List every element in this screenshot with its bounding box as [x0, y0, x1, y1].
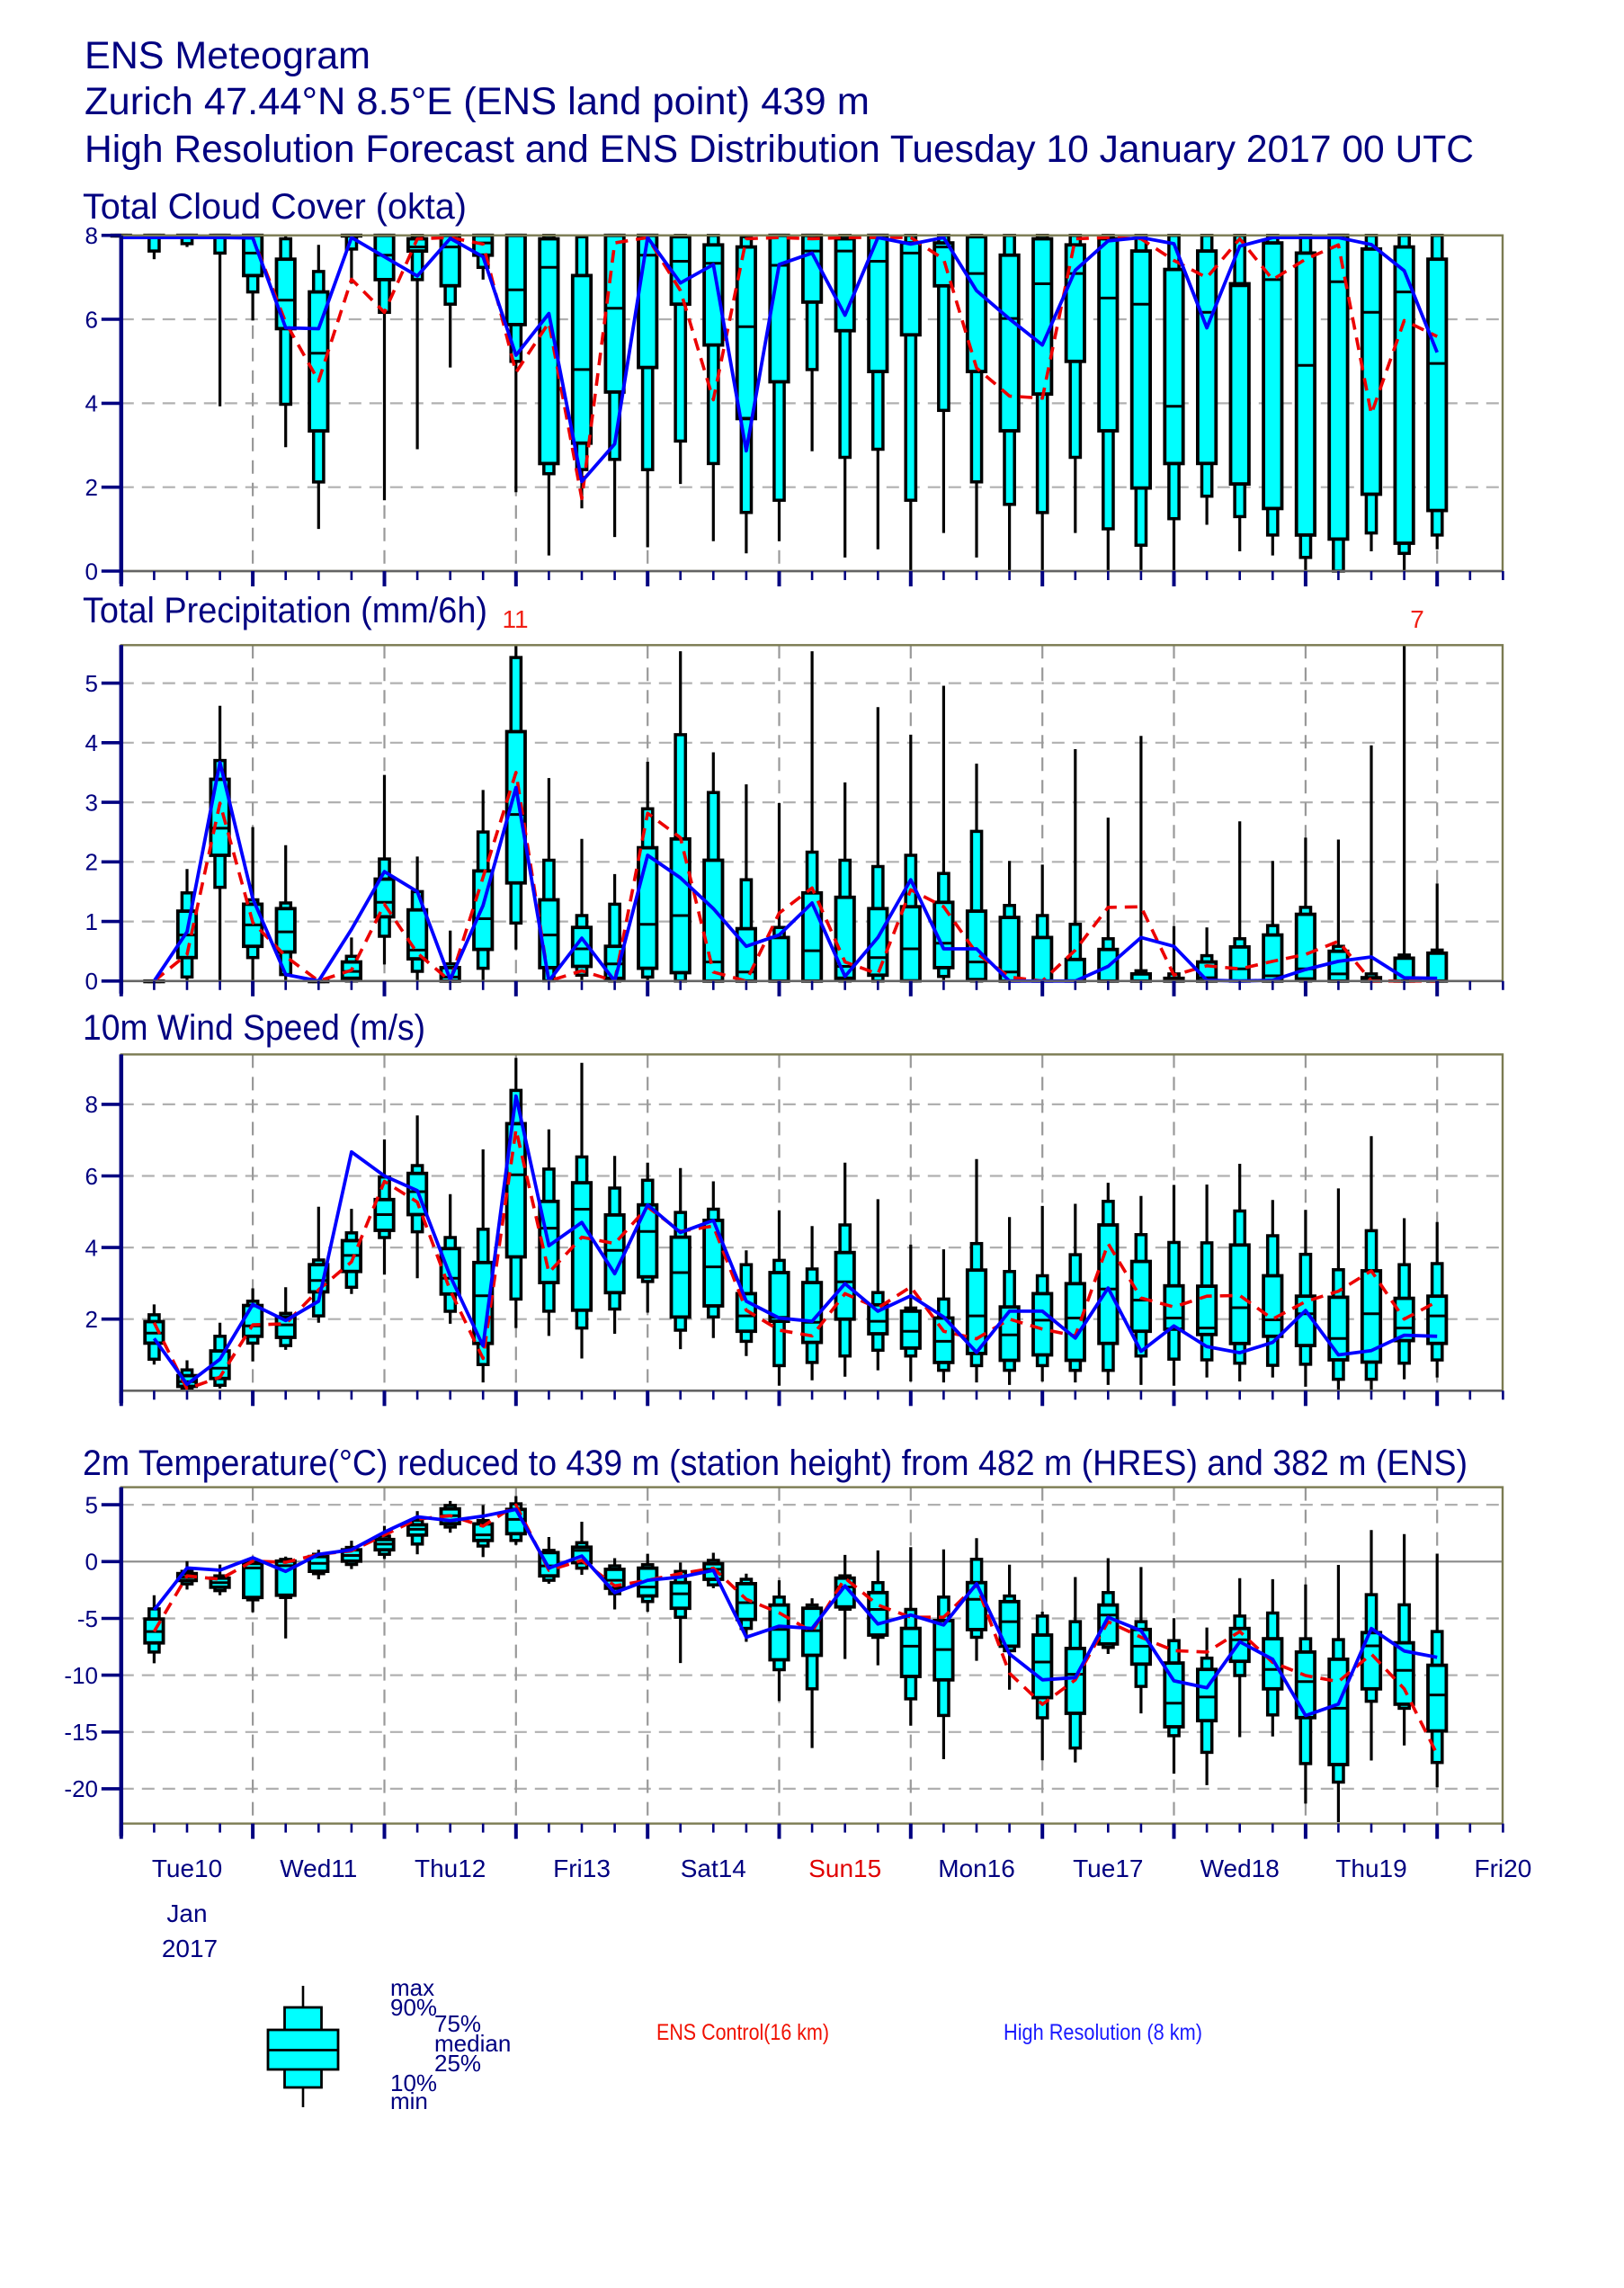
svg-text:ENS Meteogram: ENS Meteogram — [85, 34, 370, 77]
svg-text:max: max — [390, 1974, 434, 2001]
svg-text:75%: 75% — [434, 2010, 481, 2037]
svg-text:10m Wind Speed (m/s): 10m Wind Speed (m/s) — [83, 1008, 425, 1048]
svg-text:2: 2 — [85, 849, 98, 876]
svg-text:Zurich 47.44°N 8.5°E (ENS land: Zurich 47.44°N 8.5°E (ENS land point) 43… — [85, 80, 870, 123]
svg-text:Thu12: Thu12 — [415, 1855, 486, 1882]
svg-text:Total Precipitation (mm/6h): Total Precipitation (mm/6h) — [83, 591, 487, 630]
svg-text:5: 5 — [85, 1491, 98, 1518]
svg-text:6: 6 — [85, 306, 98, 333]
svg-text:5: 5 — [85, 670, 98, 697]
svg-text:-15: -15 — [64, 1719, 98, 1746]
svg-text:Sat14: Sat14 — [681, 1855, 746, 1882]
svg-text:11: 11 — [502, 605, 528, 633]
svg-text:Sun15: Sun15 — [808, 1855, 881, 1882]
svg-text:90%: 90% — [390, 1994, 437, 2021]
svg-text:median: median — [434, 2030, 511, 2057]
svg-text:4: 4 — [85, 390, 98, 417]
svg-text:4: 4 — [85, 1234, 98, 1261]
svg-text:-20: -20 — [64, 1775, 98, 1802]
svg-text:High Resolution (8 km): High Resolution (8 km) — [1004, 2020, 1202, 2045]
svg-text:4: 4 — [85, 729, 98, 756]
svg-text:Fri13: Fri13 — [553, 1855, 611, 1882]
svg-text:8: 8 — [85, 222, 98, 249]
svg-text:6: 6 — [85, 1163, 98, 1190]
svg-text:min: min — [390, 2087, 428, 2114]
svg-text:Tue17: Tue17 — [1073, 1855, 1143, 1882]
svg-text:Mon16: Mon16 — [938, 1855, 1015, 1882]
svg-text:Total Cloud Cover (okta): Total Cloud Cover (okta) — [83, 187, 467, 227]
svg-text:2m Temperature(°C) reduced to: 2m Temperature(°C) reduced to 439 m (sta… — [83, 1443, 1468, 1483]
svg-text:Tue10: Tue10 — [152, 1855, 222, 1882]
svg-text:Fri20: Fri20 — [1475, 1855, 1532, 1882]
svg-text:25%: 25% — [434, 2050, 481, 2077]
svg-text:0: 0 — [85, 1549, 98, 1576]
svg-text:2017: 2017 — [162, 1935, 218, 1962]
svg-text:8: 8 — [85, 1091, 98, 1118]
svg-text:Wed11: Wed11 — [280, 1855, 357, 1882]
svg-text:2: 2 — [85, 474, 98, 501]
svg-text:3: 3 — [85, 789, 98, 816]
svg-text:Jan: Jan — [166, 1899, 207, 1927]
svg-text:-5: -5 — [77, 1605, 98, 1632]
svg-text:1: 1 — [85, 908, 98, 935]
svg-text:2: 2 — [85, 1306, 98, 1333]
svg-text:High Resolution Forecast and E: High Resolution Forecast and ENS Distrib… — [85, 128, 1474, 171]
svg-text:10%: 10% — [390, 2069, 437, 2096]
svg-text:-10: -10 — [64, 1662, 98, 1689]
svg-text:0: 0 — [85, 558, 98, 585]
svg-text:ENS Control(16 km): ENS Control(16 km) — [656, 2020, 829, 2045]
svg-text:Thu19: Thu19 — [1335, 1855, 1406, 1882]
svg-text:Wed18: Wed18 — [1200, 1855, 1280, 1882]
svg-text:0: 0 — [85, 968, 98, 995]
svg-text:7: 7 — [1410, 605, 1424, 633]
